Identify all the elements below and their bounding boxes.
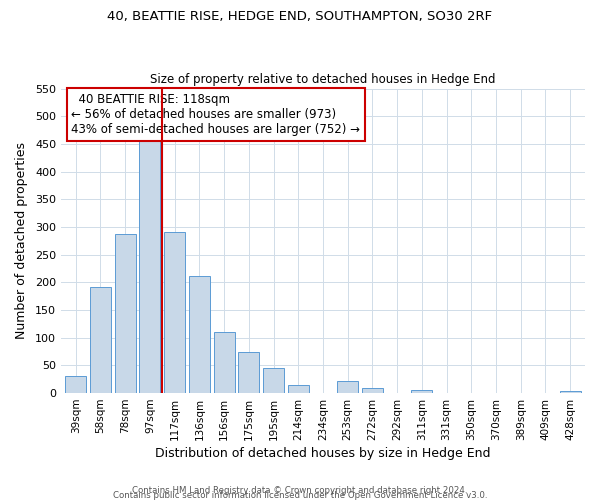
Bar: [189, 276, 210, 393]
Bar: [560, 391, 581, 393]
Bar: [263, 368, 284, 393]
Bar: [90, 287, 111, 393]
Title: Size of property relative to detached houses in Hedge End: Size of property relative to detached ho…: [150, 73, 496, 86]
X-axis label: Distribution of detached houses by size in Hedge End: Distribution of detached houses by size …: [155, 447, 491, 460]
Bar: [164, 232, 185, 393]
Bar: [288, 386, 309, 393]
Text: 40 BEATTIE RISE: 118sqm  
← 56% of detached houses are smaller (973)
43% of semi: 40 BEATTIE RISE: 118sqm ← 56% of detache…: [71, 93, 361, 136]
Text: 40, BEATTIE RISE, HEDGE END, SOUTHAMPTON, SO30 2RF: 40, BEATTIE RISE, HEDGE END, SOUTHAMPTON…: [107, 10, 493, 23]
Text: Contains public sector information licensed under the Open Government Licence v3: Contains public sector information licen…: [113, 491, 487, 500]
Y-axis label: Number of detached properties: Number of detached properties: [15, 142, 28, 340]
Bar: [139, 138, 160, 393]
Bar: [115, 234, 136, 393]
Text: Contains HM Land Registry data © Crown copyright and database right 2024.: Contains HM Land Registry data © Crown c…: [132, 486, 468, 495]
Bar: [65, 376, 86, 393]
Bar: [412, 390, 433, 393]
Bar: [214, 332, 235, 393]
Bar: [362, 388, 383, 393]
Bar: [337, 381, 358, 393]
Bar: [238, 352, 259, 393]
